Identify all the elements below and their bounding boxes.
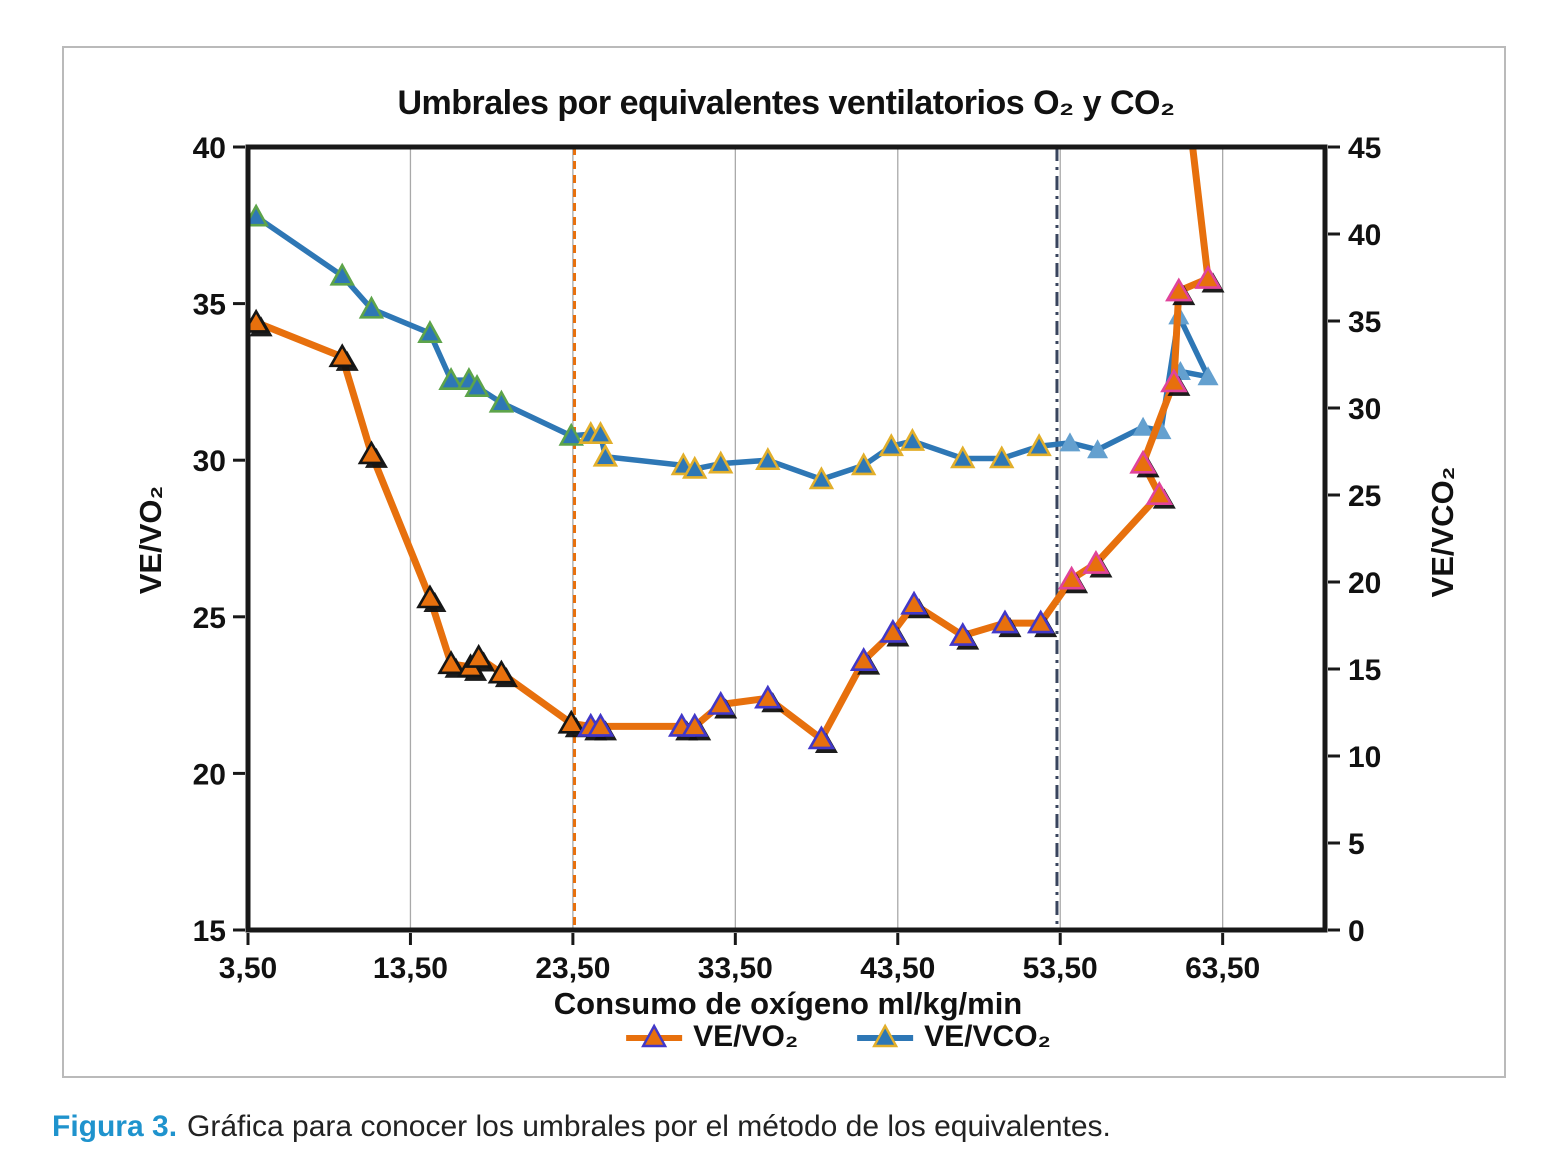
- data-point-marker: [1165, 277, 1193, 302]
- series-vevo2: [248, 147, 1225, 753]
- data-point-marker: [437, 650, 465, 675]
- legend-item-vevco2: VE/VCO₂: [856, 1020, 1051, 1054]
- data-point-marker: [1132, 416, 1154, 436]
- gridlines: [409, 147, 1224, 930]
- data-point-marker: [900, 590, 928, 615]
- left-axis-tick-label: 40: [193, 132, 226, 165]
- right-axis-tick-label: 5: [1348, 828, 1365, 861]
- x-axis-tick-label: 13,50: [373, 952, 448, 985]
- right-axis-tick-label: 40: [1348, 219, 1381, 252]
- data-point-marker: [557, 709, 586, 734]
- figure-panel: [62, 46, 1506, 1078]
- data-point-marker: [706, 690, 735, 715]
- data-point-marker: [755, 447, 781, 471]
- data-point-marker: [438, 367, 464, 391]
- x-axis-tick-label: 53,50: [1023, 952, 1098, 985]
- right-axis-tick-label: 25: [1348, 480, 1381, 513]
- figure-caption-text: Gráfica para conocer los umbrales por el…: [187, 1110, 1111, 1143]
- vevco2-series-marker-icon: [856, 1023, 914, 1051]
- data-point-marker: [878, 433, 904, 457]
- data-point-marker: [1087, 439, 1109, 459]
- data-point-marker: [682, 455, 708, 479]
- chart-title: Umbrales por equivalentes ventilatorios …: [397, 84, 1175, 122]
- data-point-marker: [417, 320, 443, 344]
- data-point-marker: [989, 445, 1015, 469]
- data-point-marker: [1194, 264, 1222, 289]
- left-axis-tick-label: 15: [193, 915, 226, 948]
- data-point-marker: [328, 343, 356, 368]
- data-point-marker: [1145, 481, 1174, 505]
- x-axis-tick-label: 63,50: [1185, 952, 1260, 985]
- axis-ticks-and-labels: 40 35 30 25 20 15 45 40 35 30 25 20 15 10 5 0 3,50 13,50 2…: [193, 132, 1382, 985]
- threshold-lines: [573, 147, 1059, 930]
- data-point-marker: [558, 422, 584, 446]
- data-point-marker: [488, 389, 515, 413]
- right-axis-tick-label: 10: [1348, 741, 1381, 774]
- data-point-marker: [1197, 366, 1219, 386]
- data-point-marker: [464, 373, 490, 397]
- data-point-marker: [808, 466, 835, 490]
- data-point-marker: [587, 420, 614, 444]
- data-point-marker: [950, 445, 976, 469]
- data-point-marker: [1059, 432, 1081, 452]
- right-axis-tick-label: 35: [1348, 306, 1381, 339]
- data-point-marker: [879, 618, 907, 643]
- right-axis-tick-label: 15: [1348, 654, 1381, 687]
- data-point-marker: [586, 712, 615, 737]
- data-point-marker: [807, 725, 836, 750]
- right-axis-tick-label: 30: [1348, 393, 1381, 426]
- left-axis-tick-label: 20: [193, 758, 226, 791]
- vevo2-series-marker-icon: [625, 1023, 683, 1051]
- data-point-marker: [849, 647, 878, 671]
- data-point-marker: [899, 427, 926, 451]
- data-point-marker: [991, 609, 1019, 634]
- data-point-marker: [1026, 609, 1055, 634]
- data-point-marker: [1082, 549, 1110, 574]
- data-point-marker: [1160, 368, 1188, 393]
- data-point-marker: [329, 262, 355, 286]
- legend-label-vevo2: VE/VO₂: [693, 1020, 799, 1053]
- data-point-marker: [487, 659, 516, 684]
- data-point-marker: [754, 684, 782, 709]
- data-point-marker: [708, 450, 734, 474]
- right-axis-tick-label: 45: [1348, 132, 1381, 165]
- data-point-marker: [1057, 565, 1086, 590]
- right-axis-title: VE/VCO₂: [1425, 466, 1460, 598]
- legend: VE/VO₂ VE/VCO₂: [625, 1020, 1051, 1054]
- x-axis-title: Consumo de oxígeno ml/kg/min: [553, 986, 1023, 1021]
- left-axis-tick-label: 25: [193, 602, 226, 635]
- data-point-marker: [680, 712, 709, 737]
- x-axis-tick-label: 33,50: [698, 952, 773, 985]
- right-axis-tick-label: 0: [1348, 915, 1365, 948]
- data-point-marker: [248, 203, 269, 227]
- left-axis-title: VE/VO₂: [133, 485, 168, 595]
- x-axis-tick-label: 43,50: [860, 952, 935, 985]
- data-point-marker: [1129, 449, 1157, 474]
- right-axis-tick-label: 20: [1348, 567, 1381, 600]
- data-point-marker: [850, 452, 877, 476]
- data-point-marker: [358, 295, 385, 319]
- left-axis-tick-label: 30: [193, 445, 226, 478]
- data-point-marker: [416, 584, 444, 609]
- data-point-marker: [1026, 433, 1052, 457]
- x-axis-tick-label: 3,50: [219, 952, 277, 985]
- x-axis-tick-label: 23,50: [535, 952, 610, 985]
- figure-caption: Figura 3. Gráfica para conocer los umbral…: [52, 1110, 1111, 1144]
- data-point-marker: [949, 621, 977, 646]
- left-axis-tick-label: 35: [193, 289, 226, 322]
- plot-border: [245, 144, 1328, 933]
- data-point-marker: [357, 440, 386, 465]
- legend-label-vevco2: VE/VCO₂: [924, 1020, 1051, 1053]
- data-point-marker: [464, 643, 493, 668]
- legend-item-vevo2: VE/VO₂: [625, 1020, 798, 1054]
- figure-caption-label: Figura 3.: [52, 1110, 178, 1143]
- series-vevco2: [248, 203, 1219, 490]
- data-point-marker: [592, 443, 619, 467]
